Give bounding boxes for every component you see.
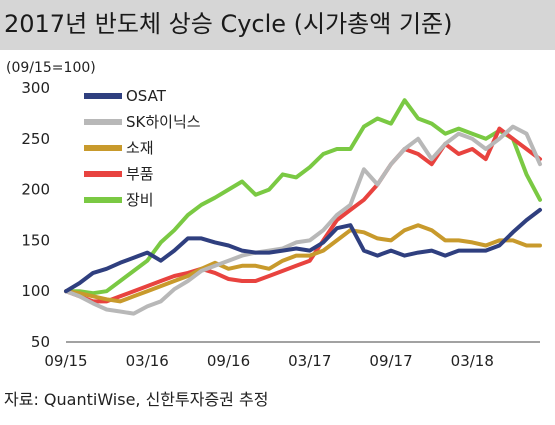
x-tick-label: 09/17	[369, 352, 412, 370]
chart-title: 2017년 반도체 상승 Cycle (시가총액 기준)	[0, 0, 555, 50]
unit-label: (09/15=100)	[6, 60, 96, 76]
series-line	[64, 207, 542, 294]
legend-label: 부품	[126, 165, 154, 183]
series-line	[64, 124, 542, 316]
x-tick-label: 03/17	[288, 352, 331, 370]
y-tick-label: 200	[21, 181, 50, 199]
y-tick-label: 100	[21, 282, 50, 300]
legend-label: OSAT	[126, 87, 167, 105]
x-tick-label: 03/16	[126, 352, 169, 370]
x-tick-label: 09/15	[44, 352, 87, 370]
legend-label: SK하이닉스	[126, 113, 201, 131]
x-tick-label: 03/18	[451, 352, 494, 370]
legend-label: 소재	[126, 139, 154, 157]
x-axis: 09/15 03/16 09/16 03/17 09/17 03/18	[44, 341, 540, 370]
y-tick-label: 50	[31, 333, 50, 351]
y-tick-label: 150	[21, 231, 50, 249]
series-line	[64, 223, 542, 304]
x-tick-label: 09/16	[207, 352, 250, 370]
series-line	[64, 126, 542, 304]
legend-label: 장비	[126, 191, 154, 209]
y-tick-label: 250	[21, 130, 50, 148]
series-lines	[64, 98, 542, 316]
line-chart: (09/15=100) 50 100 150 200 250 300 09/15 03/16…	[6, 60, 542, 370]
y-axis: 50 100 150 200 250 300	[21, 79, 50, 351]
source-note: 자료: QuantiWise, 신한투자증권 추정	[4, 390, 269, 409]
series-line	[64, 98, 542, 296]
y-tick-label: 300	[21, 79, 50, 97]
